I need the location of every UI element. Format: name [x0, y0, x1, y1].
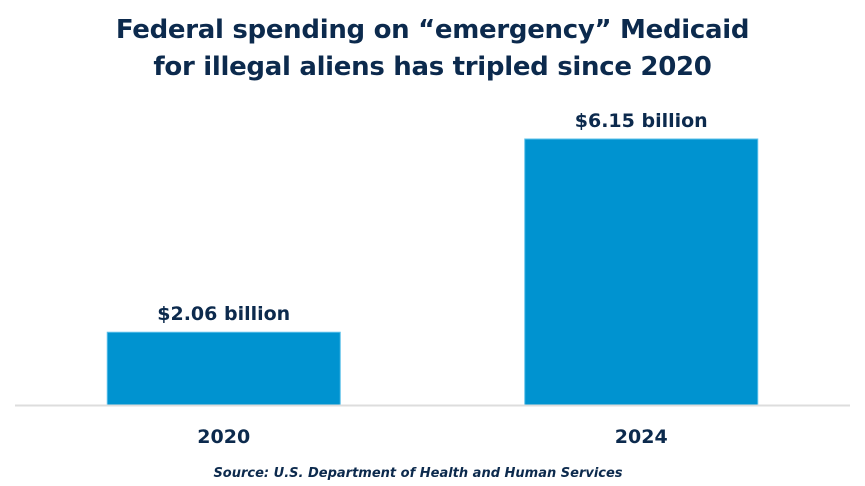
bar-2024 — [524, 138, 759, 406]
data-label: $6.15 billion — [575, 110, 708, 132]
title-line-2: for illegal aliens has tripled since 202… — [153, 52, 712, 82]
x-tick-label: 2024 — [615, 426, 668, 448]
data-label: $2.06 billion — [157, 303, 290, 325]
bar-2020 — [106, 331, 341, 406]
source-note: Source: U.S. Department of Health and Hu… — [213, 466, 623, 481]
chart-title: Federal spending on “emergency” Medicaid… — [0, 12, 865, 86]
x-tick-label: 2020 — [197, 426, 250, 448]
title-line-1: Federal spending on “emergency” Medicaid — [115, 15, 750, 45]
